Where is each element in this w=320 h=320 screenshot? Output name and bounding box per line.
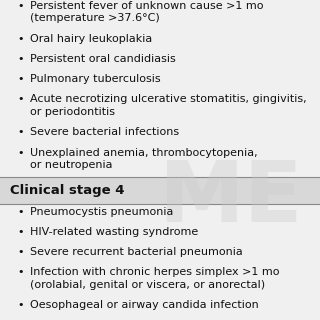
Text: •: • (18, 54, 24, 64)
Text: Pulmonary tuberculosis: Pulmonary tuberculosis (30, 74, 161, 84)
Text: •: • (18, 207, 24, 217)
Text: •: • (18, 34, 24, 44)
Text: •: • (18, 74, 24, 84)
Text: HIV-related wasting syndrome: HIV-related wasting syndrome (30, 227, 199, 237)
Text: Pneumocystis pneumonia: Pneumocystis pneumonia (30, 207, 174, 217)
Text: Persistent fever of unknown cause >1 mo
(temperature >37.6°C): Persistent fever of unknown cause >1 mo … (30, 1, 264, 23)
Text: Persistent oral candidiasis: Persistent oral candidiasis (30, 54, 176, 64)
Text: •: • (18, 267, 24, 277)
Text: •: • (18, 127, 24, 137)
Text: •: • (18, 300, 24, 310)
FancyBboxPatch shape (0, 177, 320, 204)
Text: Unexplained anemia, thrombocytopenia,
or neutropenia: Unexplained anemia, thrombocytopenia, or… (30, 148, 258, 170)
Text: Severe bacterial infections: Severe bacterial infections (30, 127, 180, 137)
Text: Acute necrotizing ulcerative stomatitis, gingivitis,
or periodontitis: Acute necrotizing ulcerative stomatitis,… (30, 94, 307, 117)
Text: •: • (18, 227, 24, 237)
Text: ME: ME (158, 157, 303, 240)
Text: •: • (18, 1, 24, 11)
Text: •: • (18, 94, 24, 104)
Text: Severe recurrent bacterial pneumonia: Severe recurrent bacterial pneumonia (30, 247, 243, 257)
Text: Infection with chronic herpes simplex >1 mo
(orolabial, genital or viscera, or a: Infection with chronic herpes simplex >1… (30, 267, 280, 290)
Text: •: • (18, 148, 24, 157)
Text: Clinical stage 4: Clinical stage 4 (10, 184, 124, 197)
Text: Oesophageal or airway candida infection: Oesophageal or airway candida infection (30, 300, 259, 310)
Text: •: • (18, 247, 24, 257)
Text: Oral hairy leukoplakia: Oral hairy leukoplakia (30, 34, 153, 44)
